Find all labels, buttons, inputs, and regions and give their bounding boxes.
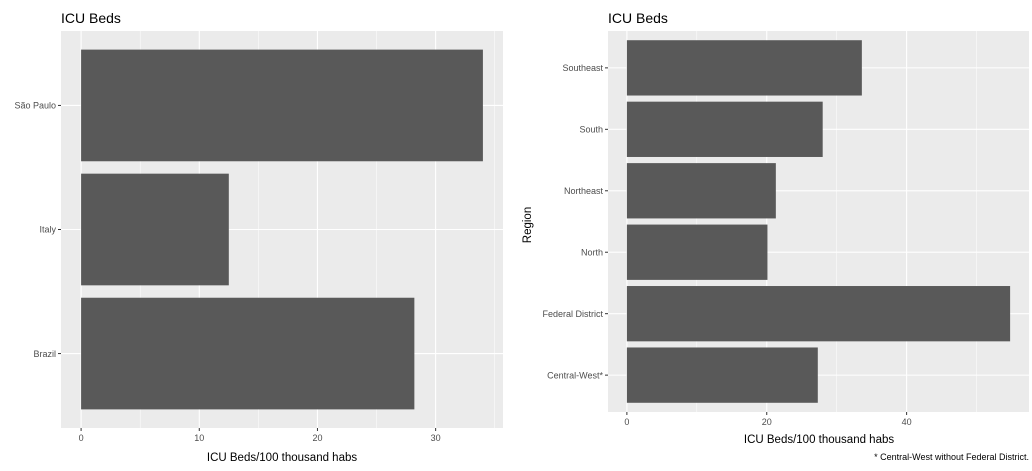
- bar-south: [626, 101, 823, 157]
- bar-italy: [81, 173, 229, 286]
- x-axis-label-left: ICU Beds/100 thousand habs: [207, 452, 357, 464]
- y-tick-label: São Paulo: [14, 101, 56, 111]
- bar-north: [626, 224, 768, 280]
- y-tick-label: South: [579, 125, 603, 135]
- bars-right: [626, 40, 1011, 403]
- y-tick-label: North: [581, 247, 603, 257]
- chart-caption-right: * Central-West without Federal District.: [874, 452, 1029, 462]
- x-axis-label-right: ICU Beds/100 thousand habs: [744, 434, 894, 446]
- bar-northeast: [626, 163, 776, 219]
- y-tick-label: Italy: [39, 225, 56, 235]
- bars-left: [81, 49, 483, 410]
- bar-southeast: [626, 40, 862, 96]
- bar-brazil: [81, 297, 415, 410]
- x-tick-label: 40: [902, 417, 912, 427]
- y-tick-labels-left: Brazil Italy São Paulo: [14, 101, 61, 359]
- bar-federal-district: [626, 286, 1011, 342]
- chart-title-left: ICU Beds: [61, 10, 121, 26]
- y-tick-label: Northeast: [564, 186, 604, 196]
- chart-panel-left: ICU Beds Brazil Italy São Paulo 0 10 20 30 IC…: [14, 10, 503, 464]
- y-tick-label: Federal District: [542, 309, 603, 319]
- x-tick-label: 20: [762, 417, 772, 427]
- bar-s-o-paulo: [81, 49, 483, 162]
- y-tick-label: Southeast: [562, 63, 603, 73]
- x-tick-labels-right: 0 20 40: [624, 412, 912, 427]
- x-tick-label: 30: [431, 433, 441, 443]
- y-tick-labels-right: Central-West* Federal District North Northe…: [542, 63, 608, 380]
- x-tick-labels-left: 0 10 20 30: [79, 428, 441, 443]
- y-axis-label-right: Region: [522, 207, 534, 243]
- chart-panel-right: ICU Beds Central-West* Federal District No…: [522, 10, 1029, 462]
- chart-title-right: ICU Beds: [608, 10, 668, 26]
- x-tick-label: 0: [79, 433, 84, 443]
- y-tick-label: Central-West*: [547, 370, 603, 380]
- x-tick-label: 20: [312, 433, 322, 443]
- x-tick-label: 10: [194, 433, 204, 443]
- bar-central-west: [626, 347, 818, 403]
- y-tick-label: Brazil: [33, 349, 56, 359]
- x-tick-label: 0: [624, 417, 629, 427]
